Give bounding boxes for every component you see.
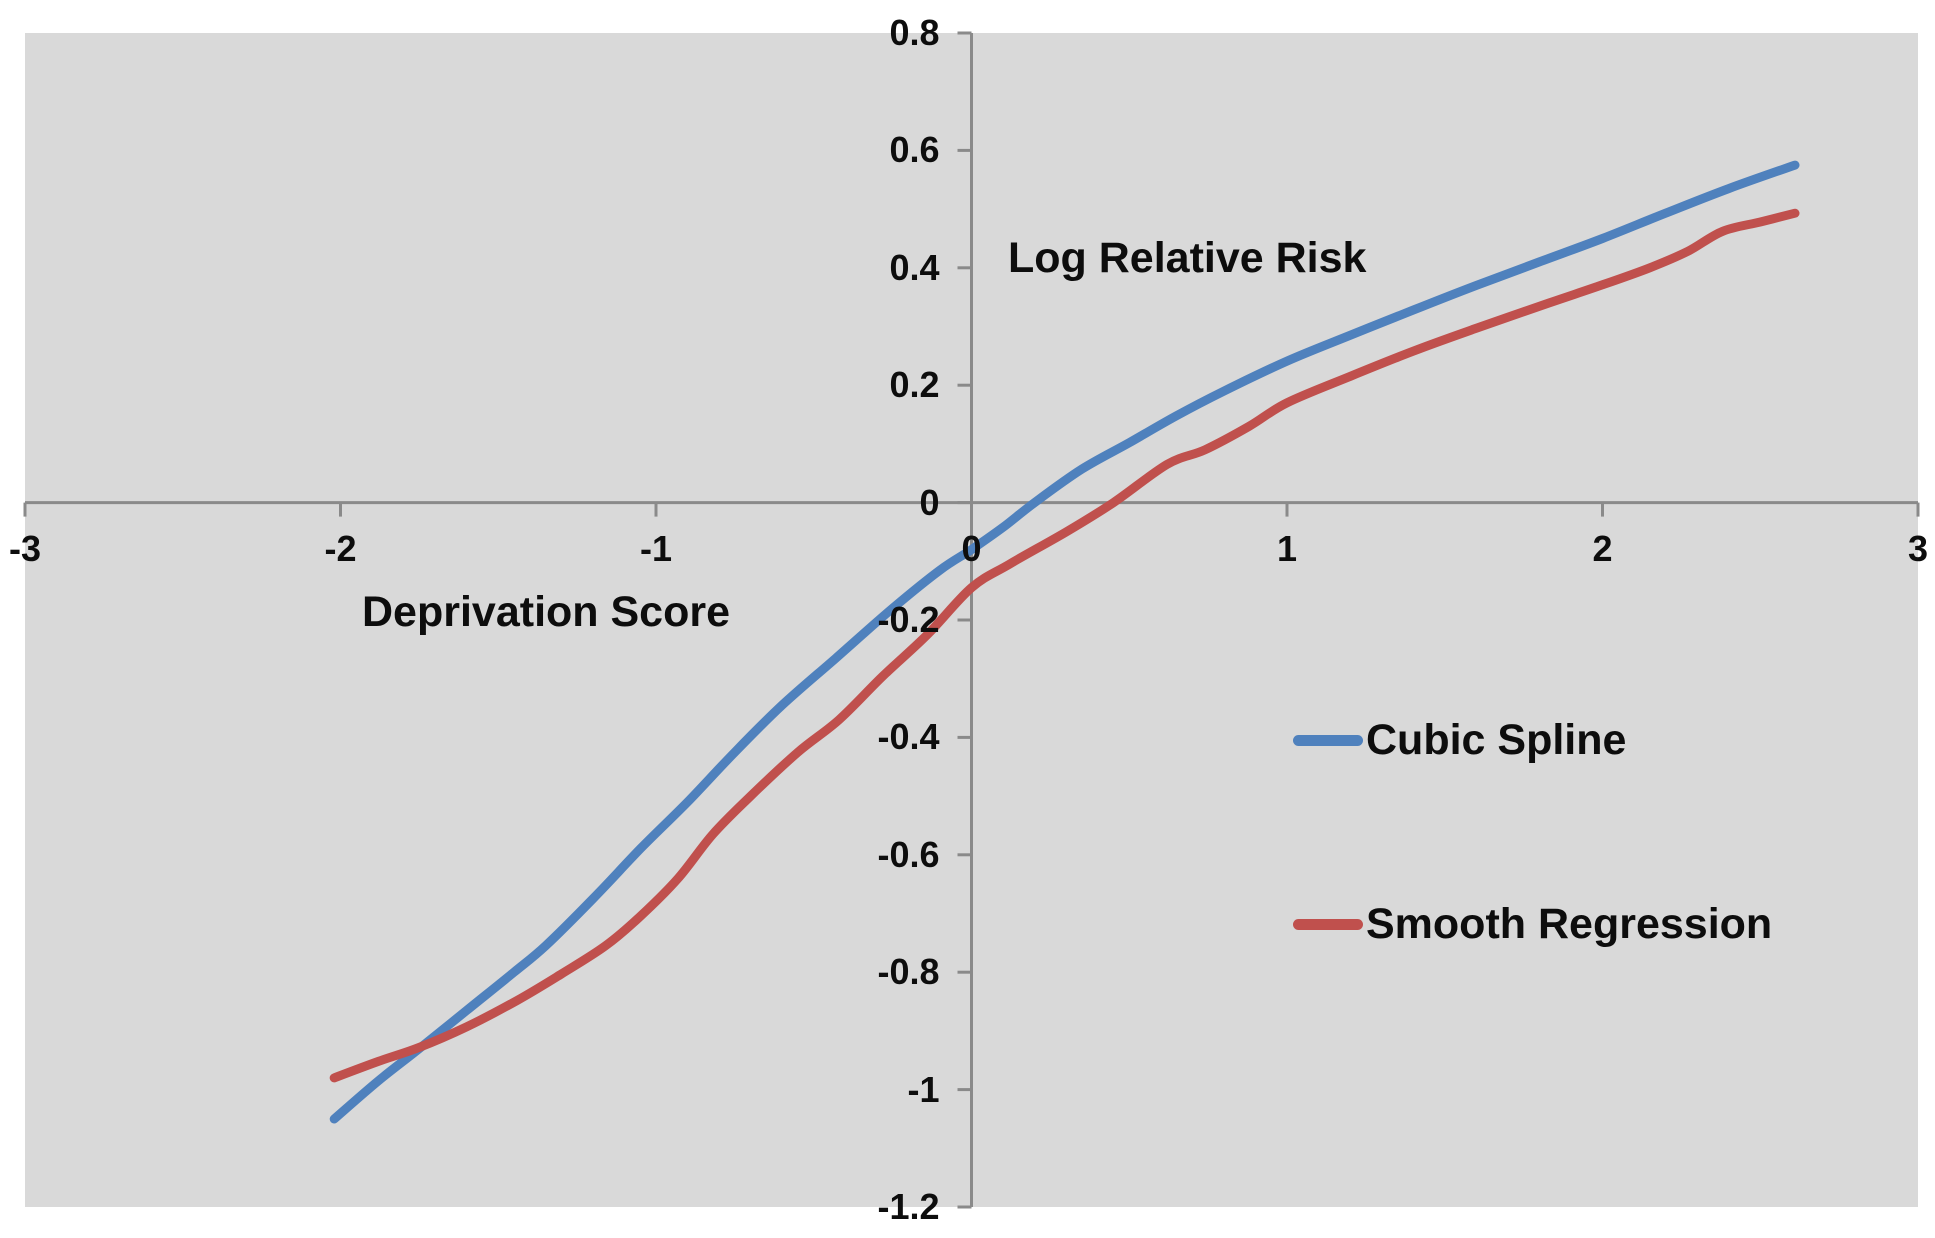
chart-title: Log Relative Risk <box>1008 234 1367 282</box>
y-tick-label: 0.8 <box>889 12 940 53</box>
legend-item-smooth-regression: Smooth Regression <box>1293 897 1772 951</box>
x-tick-label: 0 <box>961 527 982 569</box>
smooth-regression-line-swatch-icon <box>1293 918 1363 930</box>
y-tick-label: -0.2 <box>877 599 940 640</box>
smooth-regression-curve <box>329 208 1800 1083</box>
x-tick-label: -1 <box>639 527 673 569</box>
y-tick-label: -0.4 <box>877 716 940 758</box>
cubic-spline-curve <box>329 160 1800 1124</box>
y-tick-label: -1 <box>907 1068 940 1110</box>
x-axis-title: Deprivation Score <box>362 588 730 636</box>
y-tick-label: 0 <box>919 481 940 523</box>
legend-label-cubic-spline: Cubic Spline <box>1366 715 1627 764</box>
y-tick-label: 0.2 <box>889 364 940 406</box>
x-tick-label: -3 <box>8 527 42 569</box>
y-tick-label: 0.4 <box>889 246 940 288</box>
y-tick-label: 0.6 <box>889 129 940 171</box>
x-tick-label: 3 <box>1907 527 1929 569</box>
y-tick-label: -0.6 <box>877 833 940 875</box>
x-tick-label: -2 <box>324 527 357 569</box>
y-tick-label: -0.8 <box>877 951 940 993</box>
x-tick-label: 1 <box>1276 527 1298 569</box>
legend-label-smooth-regression: Smooth Regression <box>1366 899 1773 948</box>
x-tick-label: 2 <box>1592 527 1613 569</box>
y-tick-label: -1.2 <box>877 1186 940 1227</box>
legend-item-cubic-spline: Cubic Spline <box>1293 713 1626 767</box>
cubic-spline-line-swatch-icon <box>1293 734 1363 746</box>
